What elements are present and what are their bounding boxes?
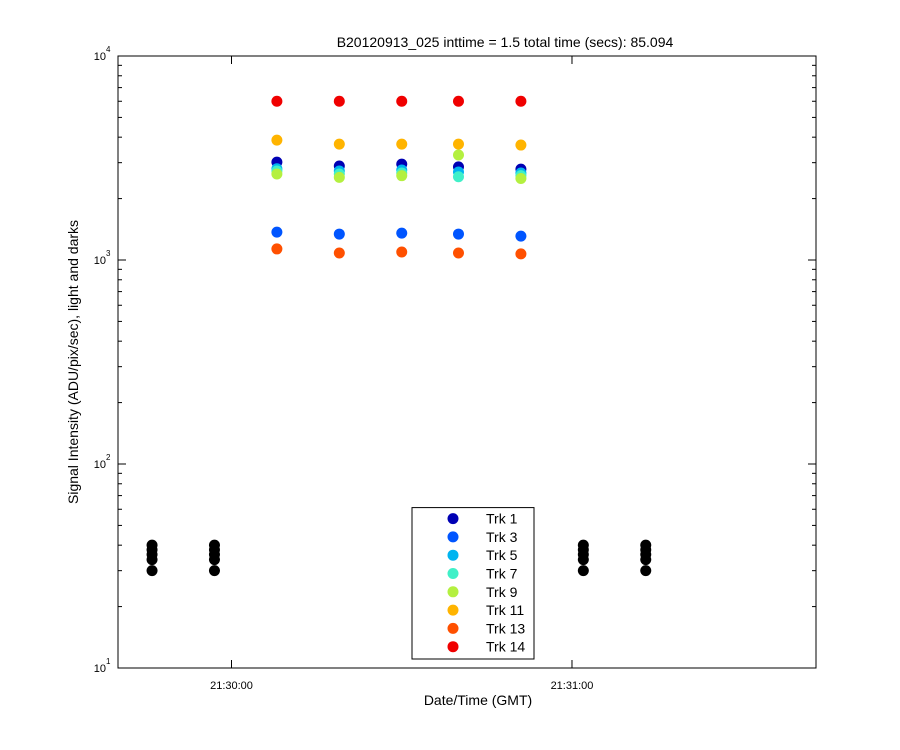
point xyxy=(396,227,408,239)
y-tick-label: 10 xyxy=(94,255,106,267)
legend-label: Trk 7 xyxy=(486,566,518,582)
point xyxy=(452,171,464,183)
dark-point xyxy=(208,539,220,551)
legend-marker xyxy=(447,549,459,561)
x-tick-label: 21:31:00 xyxy=(551,680,594,692)
legend-label: Trk 9 xyxy=(486,584,518,600)
x-tick-label: 21:30:00 xyxy=(210,680,253,692)
point xyxy=(396,170,408,182)
point xyxy=(515,230,527,242)
y-tick-exponent: 3 xyxy=(106,249,111,258)
legend-marker xyxy=(447,604,459,616)
point xyxy=(452,247,464,259)
point xyxy=(396,138,408,150)
dark-point xyxy=(577,539,589,551)
y-tick-label: 10 xyxy=(94,663,106,675)
legend-label: Trk 3 xyxy=(486,529,518,545)
point xyxy=(271,134,283,146)
legend-marker xyxy=(447,531,459,543)
y-tick-exponent: 1 xyxy=(106,657,111,666)
y-tick-exponent: 2 xyxy=(106,453,111,462)
point xyxy=(515,95,527,107)
dark-point xyxy=(146,539,158,551)
plot-frame xyxy=(117,55,817,669)
point xyxy=(396,246,408,258)
legend: Trk 1 Trk 3 Trk 5 Trk 7 Trk 9 Trk 11 Trk 13 Trk… xyxy=(411,507,535,660)
point xyxy=(452,149,464,161)
legend-marker xyxy=(447,586,459,598)
legend-marker xyxy=(447,622,459,634)
point xyxy=(396,95,408,107)
y-axis-label: Signal Intensity (ADU/pix/sec), light an… xyxy=(65,220,81,504)
legend-marker xyxy=(447,513,459,525)
y-tick-label: 10 xyxy=(94,459,106,471)
point xyxy=(515,139,527,151)
y-tick-label: 10 xyxy=(94,51,106,63)
y-tick-exponent: 4 xyxy=(106,45,111,54)
dark-point xyxy=(577,565,589,577)
legend-label: Trk 14 xyxy=(486,639,525,655)
legend-box xyxy=(411,507,535,660)
legend-label: Trk 5 xyxy=(486,547,518,563)
point xyxy=(452,138,464,150)
legend-label: Trk 13 xyxy=(486,620,525,636)
dark-point xyxy=(640,539,652,551)
chart-title: B20120913_025 inttime = 1.5 total time (… xyxy=(337,34,674,50)
point xyxy=(515,248,527,260)
legend-marker xyxy=(447,641,459,653)
point xyxy=(271,168,283,180)
point xyxy=(271,226,283,238)
point xyxy=(515,172,527,184)
point xyxy=(452,228,464,240)
legend-label: Trk 1 xyxy=(486,511,518,527)
point xyxy=(333,247,345,259)
dark-point xyxy=(208,565,220,577)
legend-marker xyxy=(447,568,459,579)
dark-point xyxy=(146,565,158,577)
point xyxy=(333,138,345,150)
point xyxy=(333,171,345,183)
point xyxy=(333,95,345,107)
x-axis-label: Date/Time (GMT) xyxy=(424,692,532,708)
dark-point xyxy=(640,565,652,577)
legend-label: Trk 11 xyxy=(486,602,524,618)
point xyxy=(452,95,464,107)
point xyxy=(271,95,283,107)
point xyxy=(333,228,345,240)
point xyxy=(271,243,283,255)
